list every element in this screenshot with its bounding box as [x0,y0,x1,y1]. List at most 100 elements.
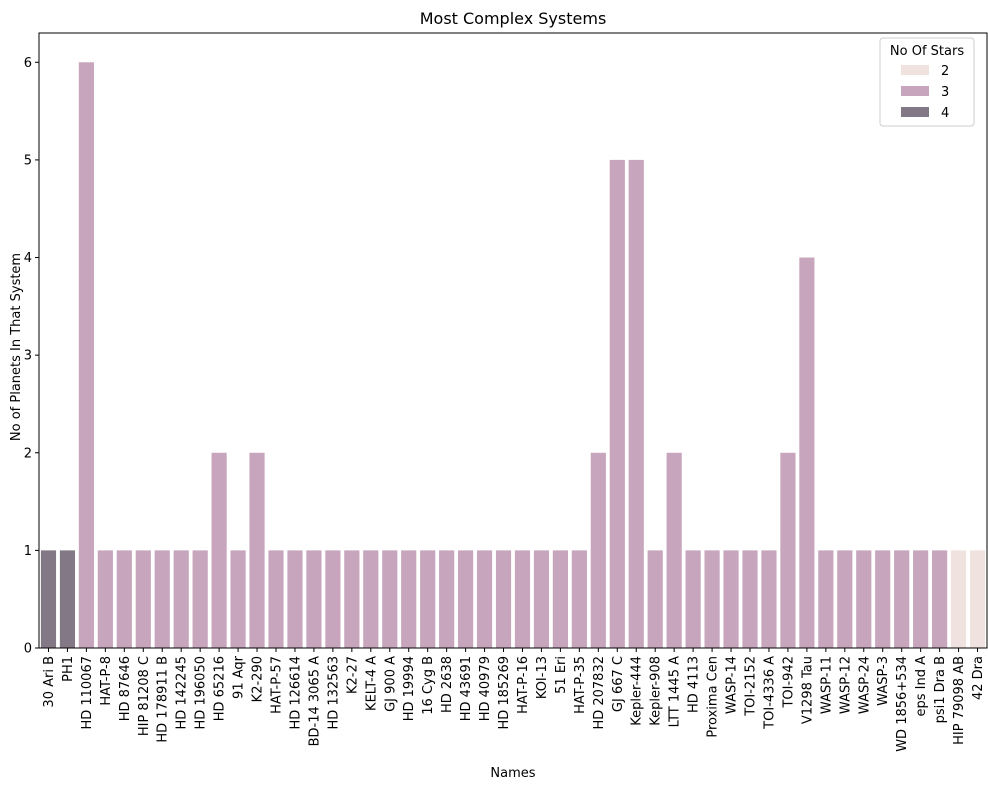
x-tick-label: HD 4113 [687,656,702,713]
legend: No Of Stars 2 3 4 [879,37,975,127]
bar [856,550,872,648]
bar [685,550,701,648]
bar [950,550,967,648]
x-tick-label: HD 207832 [592,656,607,730]
x-tick-label: HD 142245 [175,656,190,730]
bar [666,452,682,648]
x-axis-label: Names [490,766,535,781]
x-tick-label: 16 Cyg B [421,656,436,715]
bar [344,550,360,648]
x-tick-label: HD 196050 [194,656,209,730]
bar [192,550,208,648]
x-tick-label: HD 126614 [288,656,303,730]
bar [495,550,512,648]
legend-entries: 2 3 4 [901,64,949,121]
bar [249,452,265,648]
x-tick-label: Kepler-444 [630,656,645,726]
legend-label: 3 [941,85,949,100]
bar [761,550,777,648]
x-tick-label: WASP-14 [725,656,740,714]
bar [211,452,227,648]
x-tick-label: GJ 900 A [383,656,398,712]
x-tick-label: TOI-2152 [744,656,759,717]
x-tick-label: HIP 81208 C [137,656,152,736]
x-tick-label: KELT-4 A [364,656,379,711]
x-tick-label: 91 Aqr [232,655,247,699]
bar [742,550,758,648]
x-tick-label: HD 178911 B [156,656,171,743]
legend-box [879,37,975,127]
bar [514,550,531,648]
y-axis-ticks: 0 1 2 3 4 5 6 [24,56,39,657]
bar [533,550,550,648]
legend-swatch [901,86,929,96]
x-tick-label: HD 40979 [478,656,493,721]
legend-swatch [901,65,929,75]
plot-frame [38,32,988,649]
y-tick-label: 5 [24,153,32,168]
bar [704,550,720,648]
x-tick-label: GJ 667 C [611,656,626,712]
bar [173,550,189,648]
x-tick-label: V1298 Tau [800,656,815,724]
x-tick-label: eps Ind A [914,656,929,717]
x-tick-label: WASP-3 [876,656,891,706]
x-tick-label: 30 Ari B [42,656,57,708]
y-tick-label: 4 [24,251,32,266]
bar [818,550,834,648]
x-tick-label: HD 43691 [459,656,474,721]
y-tick-label: 6 [24,56,32,71]
x-tick-label: HD 87646 [118,656,133,721]
bar [875,550,891,648]
bar [116,550,132,648]
x-tick-label: HAT-P-57 [270,656,285,714]
bar [894,550,910,648]
x-tick-label: HIP 79098 AB [952,656,967,745]
x-tick-label: HD 2638 [440,656,455,713]
bar [458,550,474,648]
bar [439,550,455,648]
chart-title: Most Complex Systems [420,9,607,28]
bar [154,550,170,648]
bar [306,550,322,648]
x-tick-label: 42 Dra [971,656,986,700]
bar [647,550,663,648]
bar [401,550,417,648]
bar [969,550,986,648]
x-tick-label: HD 185269 [497,656,512,730]
x-axis-ticks: 30 Ari B PH1 HD 110067 HAT-P-8 HD 87646 HIP 8… [42,648,986,752]
bar [476,550,493,648]
x-tick-label: BD-14 3065 A [307,656,322,747]
x-tick-label: TOI-942 [781,656,796,709]
bar [78,62,94,649]
x-tick-label: K2-290 [251,656,266,702]
bar [382,550,398,648]
x-tick-label: WD 1856+534 [895,656,910,752]
bar [723,550,739,648]
bar [59,550,76,648]
x-tick-label: WASP-24 [857,656,872,714]
x-tick-label: HAT-P-16 [516,656,531,714]
x-tick-label: TOI-4336 A [762,656,777,730]
bar [913,550,929,648]
bars-group [40,62,986,649]
legend-label: 4 [941,106,949,121]
x-tick-label: HAT-P-8 [99,656,114,706]
x-tick-label: WASP-11 [819,656,834,714]
bar [40,550,57,648]
x-tick-label: K2-27 [345,656,360,694]
x-tick-label: HD 65216 [213,656,228,721]
bar [837,550,853,648]
bar [780,452,796,648]
y-tick-label: 3 [24,349,32,364]
x-tick-label: psi1 Dra B [933,656,948,723]
x-tick-label: Kepler-908 [649,656,664,726]
bar [628,159,644,648]
x-tick-label: HD 19994 [402,656,417,721]
x-tick-label: KOI-13 [535,656,550,699]
x-tick-label: Proxima Cen [706,656,721,738]
y-tick-label: 1 [24,544,32,559]
bar [420,550,436,648]
bar [552,550,568,648]
